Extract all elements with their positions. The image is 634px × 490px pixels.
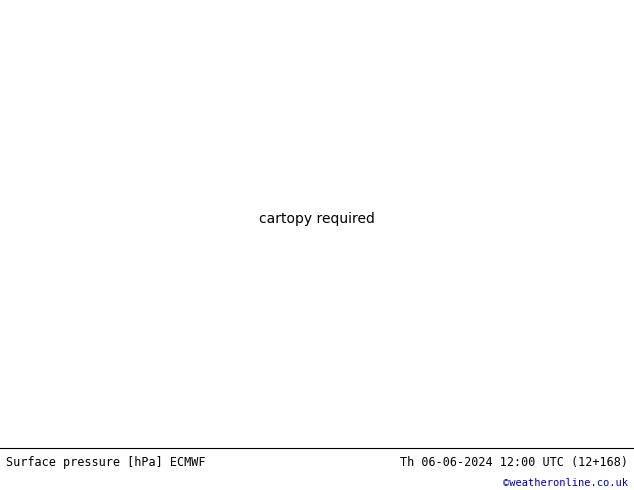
Text: Th 06-06-2024 12:00 UTC (12+168): Th 06-06-2024 12:00 UTC (12+168) xyxy=(399,456,628,469)
Text: Surface pressure [hPa] ECMWF: Surface pressure [hPa] ECMWF xyxy=(6,456,206,469)
Text: cartopy required: cartopy required xyxy=(259,212,375,226)
Text: ©weatheronline.co.uk: ©weatheronline.co.uk xyxy=(503,478,628,489)
